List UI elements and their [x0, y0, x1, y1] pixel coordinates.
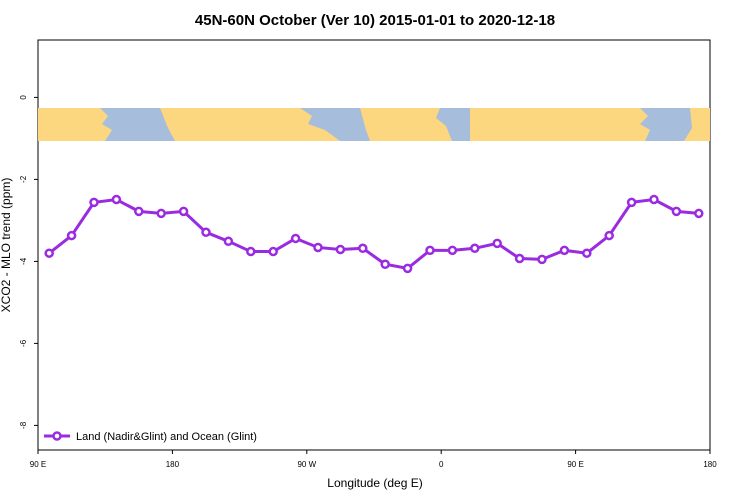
x-tick-label: 90 E: [567, 460, 583, 469]
data-point: [335, 244, 346, 255]
data-point: [111, 194, 122, 205]
y-axis-label: XCO2 - MLO trend (ppm): [0, 178, 13, 313]
data-point: [223, 236, 234, 247]
data-point: [89, 197, 99, 208]
data-point: [604, 230, 614, 241]
data-point: [134, 206, 144, 217]
data-point: [492, 238, 502, 249]
x-tick-label: 90 E: [30, 460, 46, 469]
data-point: [313, 242, 323, 253]
x-tick-label: 180: [166, 460, 180, 469]
x-tick-label: 0: [439, 460, 444, 469]
data-point: [201, 227, 211, 238]
x-axis-label: Longitude (deg E): [327, 476, 422, 490]
data-point: [694, 208, 704, 219]
map-strip: [38, 108, 710, 141]
data-point: [156, 208, 166, 219]
chart-title: 45N-60N October (Ver 10) 2015-01-01 to 2…: [195, 12, 555, 29]
data-point: [290, 233, 301, 244]
data-point: [447, 245, 458, 256]
data-point: [582, 248, 592, 258]
x-tick-label: 90 W: [297, 460, 316, 469]
data-point: [402, 263, 413, 274]
data-point: [178, 206, 189, 217]
y-tick-label: -8: [19, 421, 28, 429]
y-tick-label: 0: [19, 95, 28, 100]
data-point: [246, 246, 256, 257]
data-point: [671, 206, 682, 217]
series-line: [48, 197, 699, 270]
data-point: [649, 194, 659, 205]
y-tick-label: -2: [19, 175, 28, 183]
plot-frame: [37, 39, 711, 451]
data-point: [44, 248, 54, 258]
y-tick-label: -6: [19, 339, 28, 347]
y-tick-label: -4: [19, 257, 28, 265]
data-point: [626, 197, 637, 208]
data-point: [514, 253, 525, 264]
legend-marker: [52, 431, 62, 441]
data-point: [358, 243, 368, 254]
data-point: [425, 245, 435, 256]
data-point: [537, 254, 547, 265]
data-point: [380, 259, 390, 270]
legend-label: Land (Nadir&Glint) and Ocean (Glint): [76, 431, 257, 443]
data-point: [470, 243, 480, 254]
data-point: [66, 230, 77, 241]
data-point: [559, 245, 570, 256]
x-tick-label: 180: [703, 460, 717, 469]
data-point: [268, 246, 278, 257]
